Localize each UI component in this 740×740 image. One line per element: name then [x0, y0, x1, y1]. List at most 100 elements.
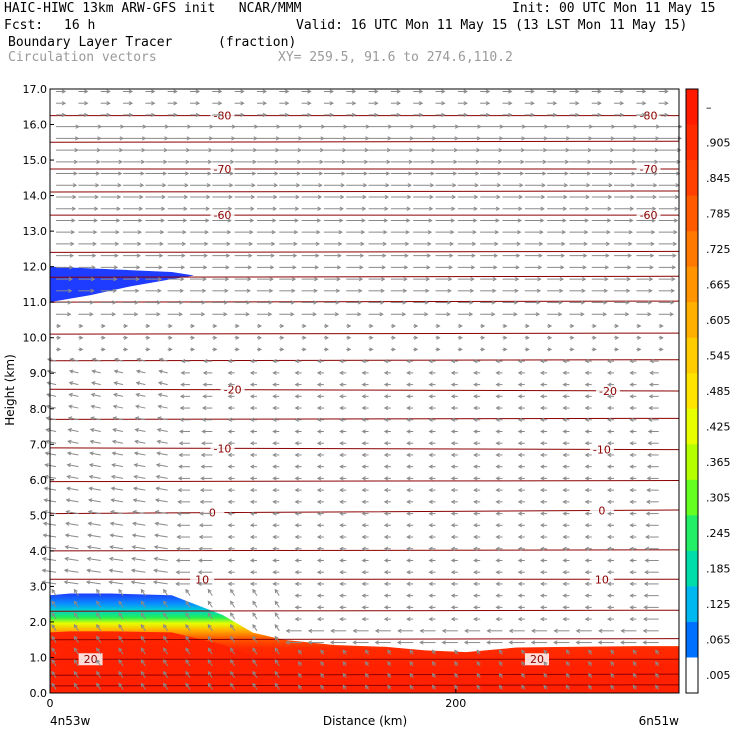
- circulation-vector-head: [339, 218, 344, 223]
- circulation-vector-head: [560, 253, 566, 258]
- circulation-vector-head: [252, 647, 257, 652]
- circulation-vector-head: [51, 635, 56, 641]
- circulation-vector-head: [272, 206, 278, 211]
- circulation-vector-head: [540, 382, 545, 387]
- circulation-vector-head: [213, 347, 218, 352]
- circulation-vector-head: [476, 649, 481, 654]
- circulation-vector-head: [387, 136, 392, 141]
- circulation-vector-head: [339, 499, 344, 504]
- circulation-vector-head: [383, 523, 389, 528]
- circulation-vector: [157, 417, 168, 421]
- circulation-vector-head: [119, 136, 124, 141]
- circulation-vector: [73, 647, 79, 655]
- y-tick-label: 14.0: [23, 190, 48, 203]
- circulation-vector-head: [85, 580, 91, 585]
- circulation-vector-head: [517, 546, 523, 551]
- circulation-vector-head: [109, 545, 114, 550]
- circulation-vector-head: [131, 556, 136, 561]
- circulation-vector: [114, 358, 124, 362]
- circulation-vector-head: [146, 335, 151, 340]
- circulation-vector-head: [649, 370, 654, 375]
- circulation-vector-head: [207, 588, 212, 594]
- circulation-vector: [140, 671, 146, 678]
- circulation-vector-head: [73, 588, 78, 594]
- circulation-vector-head: [249, 370, 255, 375]
- circulation-vector-head: [495, 511, 500, 516]
- circulation-vector-head: [176, 534, 181, 540]
- circulation-vector-head: [324, 323, 329, 329]
- circulation-vector-head: [385, 183, 390, 188]
- circulation-vector-head: [101, 323, 106, 329]
- circulation-vector: [207, 659, 213, 667]
- circulation-vector-head: [207, 682, 212, 687]
- colorbar-swatch: [686, 586, 698, 623]
- y-tick-label: 7.0: [30, 438, 48, 451]
- circulation-vector-head: [449, 241, 454, 247]
- circulation-vector-head: [413, 335, 419, 340]
- circulation-vector-head: [249, 382, 255, 387]
- circulation-vector-head: [252, 588, 257, 594]
- circulation-vector-head: [230, 159, 235, 164]
- circulation-vector-head: [224, 288, 229, 293]
- circulation-vector-head: [296, 171, 301, 176]
- circulation-vector-head: [406, 370, 411, 375]
- circulation-vector-head: [607, 417, 612, 422]
- circulation-vector: [46, 405, 57, 409]
- circulation-vector: [252, 601, 258, 608]
- circulation-vector-head: [285, 640, 290, 645]
- circulation-vector-head: [230, 588, 234, 594]
- circulation-vector-head: [521, 661, 526, 666]
- circulation-vector-head: [190, 347, 196, 352]
- circulation-vector-head: [409, 147, 414, 153]
- circulation-vector-head: [249, 476, 255, 481]
- circulation-vector-head: [185, 623, 190, 629]
- circulation-vector-head: [450, 558, 456, 563]
- circulation-vector-head: [272, 359, 277, 364]
- circulation-vector-head: [295, 194, 300, 200]
- circulation-vector-head: [173, 112, 178, 118]
- circulation-vector-head: [294, 511, 299, 516]
- circulation-vector-head: [128, 89, 134, 94]
- y-tick-label: 5.0: [30, 509, 48, 522]
- circulation-vector-head: [406, 359, 411, 364]
- circulation-vector-head: [272, 452, 277, 458]
- circulation-vector-head: [575, 101, 580, 106]
- circulation-vector-head: [517, 452, 523, 458]
- circulation-vector: [207, 671, 213, 678]
- circulation-vector-head: [404, 241, 410, 247]
- circulation-vector-head: [293, 230, 299, 235]
- circulation-vector-head: [257, 323, 263, 329]
- circulation-vector-head: [517, 581, 523, 587]
- circulation-vector-head: [316, 464, 322, 469]
- circulation-vector-head: [413, 347, 419, 352]
- circulation-vector-head: [473, 218, 478, 223]
- circulation-vector-head: [359, 265, 364, 270]
- circulation-vector-head: [352, 628, 357, 633]
- circulation-vector-head: [226, 230, 232, 235]
- circulation-vector-head: [72, 183, 78, 188]
- circulation-vector-head: [517, 523, 523, 528]
- circulation-vector-head: [407, 194, 412, 200]
- circulation-vector-head: [154, 533, 159, 538]
- circulation-vector-head: [409, 672, 414, 678]
- circulation-vector-head: [201, 300, 206, 305]
- circulation-vector-head: [118, 600, 123, 605]
- circulation-vector: [45, 464, 57, 468]
- circulation-vector-head: [525, 347, 530, 352]
- circulation-vector-head: [383, 605, 389, 610]
- circulation-vector-head: [645, 523, 650, 528]
- circulation-vector-head: [517, 218, 522, 223]
- circulation-vector: [118, 659, 124, 667]
- circulation-vector-head: [436, 347, 441, 352]
- circulation-vector-head: [163, 647, 168, 652]
- circulation-vector-head: [653, 183, 658, 188]
- circulation-vector-head: [110, 509, 115, 515]
- circulation-vector: [73, 624, 79, 632]
- circulation-vector: [230, 671, 236, 678]
- circulation-vector-head: [68, 392, 73, 398]
- circulation-vector-head: [517, 558, 523, 563]
- circulation-vector-head: [204, 230, 209, 235]
- circulation-vector-head: [358, 288, 363, 293]
- circulation-vector-head: [73, 682, 78, 687]
- circulation-vector-head: [424, 300, 430, 305]
